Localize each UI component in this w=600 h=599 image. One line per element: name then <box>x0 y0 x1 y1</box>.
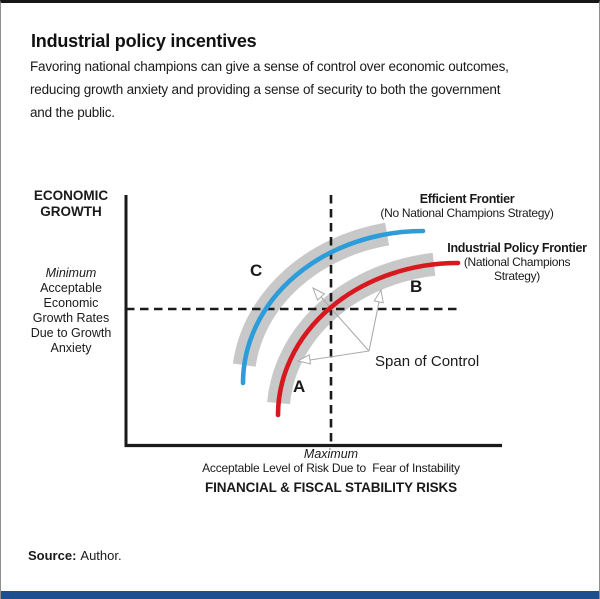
span-pointer-line-upper-left <box>320 296 370 352</box>
span-pointer-line-upper-right <box>368 301 380 352</box>
span-arrowhead-upper-right <box>373 288 384 304</box>
efficient-frontier-title: Efficient Frontier <box>419 192 515 206</box>
point-label-c: C <box>250 261 263 280</box>
source-note: Source: Author. <box>28 548 122 563</box>
span-of-control-label: Span of Control <box>375 353 480 370</box>
industrial-frontier-subtitle: (National Champions Strategy) <box>463 255 571 283</box>
industrial-frontier-label: Industrial Policy Frontier (National Cha… <box>428 241 599 283</box>
efficient-frontier-label: Efficient Frontier (No National Champion… <box>359 192 575 220</box>
figure-title: Industrial policy incentives <box>31 31 257 51</box>
figure-description: Favoring national champions can give a s… <box>30 59 509 120</box>
point-label-b: B <box>410 277 423 296</box>
y-axis-title: ECONOMIC GROWTH <box>33 188 109 219</box>
x-axis-title: FINANCIAL & FISCAL STABILITY RISKS <box>204 480 458 495</box>
x-threshold-label-text: Acceptable Level of Risk Due to Fear of … <box>202 461 460 475</box>
source-label: Source: <box>28 548 77 563</box>
x-threshold-label-maximum: Maximum <box>303 447 359 461</box>
source-value: Author. <box>80 548 122 563</box>
point-label-a: A <box>293 377 306 396</box>
industrial-frontier-title: Industrial Policy Frontier <box>447 241 587 255</box>
span-pointer-line-lower-left <box>309 350 370 361</box>
span-arrowhead-upper-left <box>312 286 326 301</box>
y-threshold-label-text: Acceptable Economic Growth Rates Due to … <box>30 281 112 355</box>
efficient-frontier-subtitle: (No National Champions Strategy) <box>380 206 554 220</box>
span-arrowhead-lower-left <box>296 354 312 365</box>
bottom-accent-bar <box>1 591 599 599</box>
x-axis-label-block: Maximum Acceptable Level of Risk Due to … <box>131 447 531 495</box>
y-threshold-label: Minimum Acceptable Economic Growth Rates… <box>13 266 129 356</box>
y-threshold-label-minimum: Minimum <box>45 266 97 280</box>
